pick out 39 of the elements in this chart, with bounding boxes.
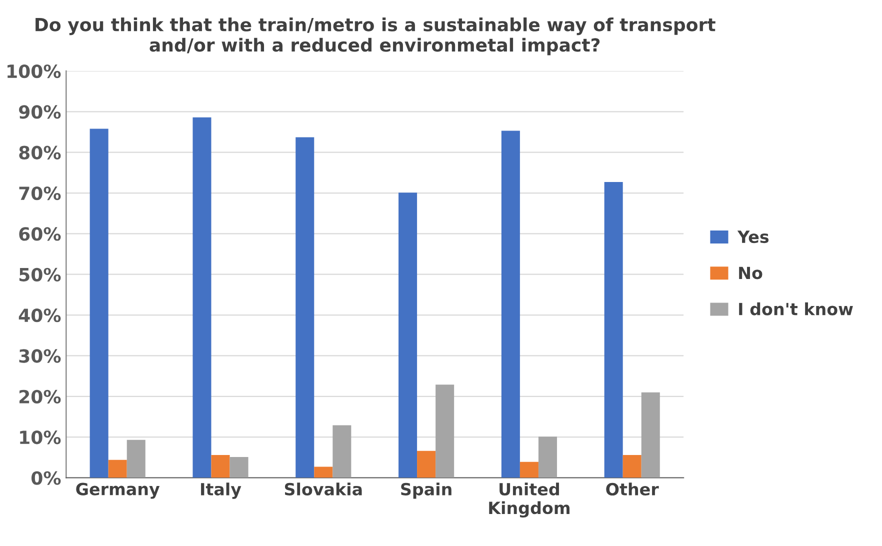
bar xyxy=(604,182,623,478)
bar xyxy=(192,117,212,478)
bar xyxy=(296,137,314,478)
bar xyxy=(501,130,520,478)
x-tick-label: Italy xyxy=(201,482,242,499)
y-tick-label: 80% xyxy=(19,146,61,160)
x-tick-label: Other xyxy=(606,482,659,496)
bar xyxy=(211,454,230,478)
bar xyxy=(622,454,642,478)
bar xyxy=(641,392,660,478)
legend-label: No xyxy=(739,266,762,280)
y-tick-label: 100% xyxy=(8,64,61,78)
bar xyxy=(436,384,454,478)
legend-label: I don't know xyxy=(739,302,853,316)
y-tick-label: 20% xyxy=(20,390,61,404)
x-tick-label: United Kingdom xyxy=(489,482,570,518)
bar xyxy=(314,466,333,478)
y-tick-label: 40% xyxy=(18,308,61,322)
y-tick-label: 90% xyxy=(19,105,61,119)
y-tick-label: 30% xyxy=(19,349,61,363)
x-tick-label: Spain xyxy=(401,482,452,499)
bar xyxy=(108,460,127,478)
y-tick-label: 70% xyxy=(19,186,61,200)
chart-title: Do you think that the train/metro is a sustainable way of transport and/or with a reduced environmetal impact? xyxy=(36,17,716,56)
bar xyxy=(126,440,146,478)
bar xyxy=(230,457,248,478)
y-tick-label: 50% xyxy=(19,268,61,282)
legend-label: Yes xyxy=(737,230,769,244)
x-tick-label: Germany xyxy=(76,482,160,499)
bar xyxy=(520,462,538,478)
bar xyxy=(332,425,352,478)
bar xyxy=(417,450,436,478)
bar xyxy=(90,128,108,478)
y-tick-label: 60% xyxy=(19,227,61,241)
bar xyxy=(538,436,557,478)
x-tick-label: Slovakia xyxy=(284,482,362,496)
y-tick-label: 0% xyxy=(31,471,61,485)
y-tick-label: 10% xyxy=(20,430,61,444)
bar xyxy=(398,192,418,478)
